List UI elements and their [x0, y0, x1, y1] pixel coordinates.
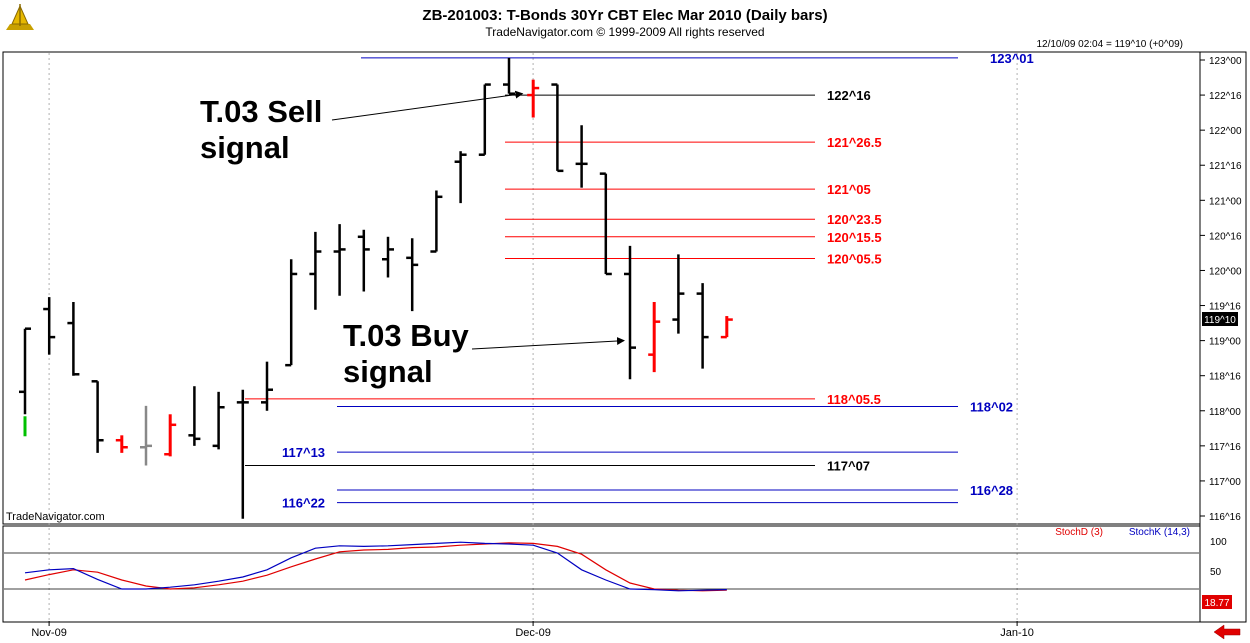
date-label: Dec-09 — [515, 627, 550, 639]
price-bar — [19, 327, 31, 437]
level-label: 118^05.5 — [827, 392, 881, 407]
price-bar — [261, 361, 273, 411]
price-bar — [624, 245, 636, 380]
level-label: 120^23.5 — [827, 212, 882, 227]
price-bar — [236, 389, 249, 519]
level-label: 123^01 — [990, 51, 1034, 66]
stoch-series-line — [24, 541, 727, 592]
stochastic-pane: 100 50 StochD (3) StochK (14,3) 18.77 — [4, 527, 1232, 609]
price-bar — [43, 297, 56, 355]
price-tick-label: 120^16 — [1209, 231, 1242, 242]
date-label: Nov-09 — [31, 627, 66, 639]
price-tick-label: 119^16 — [1209, 302, 1241, 313]
scroll-left-arrow-icon[interactable] — [1213, 624, 1241, 640]
price-readout: 12/10/09 02:04 = 119^10 (+0^09) — [1036, 39, 1183, 50]
price-bar — [454, 151, 467, 204]
level-lines: 123^01 122^16 121^26.5 121^05 120^23.5 120^15… — [245, 51, 1034, 511]
chart-title: ZB-201003: T-Bonds 30Yr CBT Elec Mar 201… — [422, 7, 827, 24]
price-bar — [406, 238, 419, 312]
price-axis-ticks: 123^00 122^16 122^00 121^16 121^00 120^16 120^… — [1200, 56, 1242, 523]
price-bar — [551, 83, 564, 173]
last-stoch-box — [1202, 595, 1232, 609]
last-price-label: 119^10 — [1204, 315, 1236, 326]
price-tick-label: 117^16 — [1209, 442, 1241, 453]
price-bar — [115, 435, 128, 453]
price-bar — [672, 254, 685, 334]
price-axis — [1199, 51, 1247, 623]
watermark: TradeNavigator.com — [6, 511, 105, 523]
price-tick-label: 122^00 — [1209, 126, 1242, 137]
price-tick-label: 120^00 — [1209, 266, 1242, 277]
price-tick-label: 117^00 — [1209, 477, 1241, 488]
date-label: Jan-10 — [1000, 627, 1034, 639]
price-tick-label: 122^16 — [1209, 91, 1242, 102]
price-bar — [140, 405, 152, 466]
legend-entry: StochK (14,3) — [1129, 527, 1190, 538]
price-tick-label: 118^16 — [1209, 372, 1241, 383]
price-tick-label: 121^16 — [1209, 161, 1242, 172]
price-bar — [212, 391, 225, 450]
price-bar — [164, 414, 177, 457]
last-price-box — [1202, 312, 1238, 326]
price-bar — [333, 224, 346, 296]
price-bar — [599, 172, 612, 276]
price-bar — [382, 236, 394, 278]
price-bar — [430, 190, 443, 253]
level-label: 121^05 — [827, 182, 871, 197]
price-bar — [575, 125, 588, 188]
price-bar — [648, 302, 661, 373]
level-label: 117^07 — [827, 458, 870, 473]
price-tick-label: 118^00 — [1209, 407, 1241, 418]
logo-icon — [6, 4, 34, 30]
price-bar — [503, 57, 515, 95]
price-bar — [357, 229, 370, 292]
last-stoch-label: 18.77 — [1204, 598, 1229, 609]
price-tick-label: 121^00 — [1209, 196, 1242, 207]
price-bar — [309, 231, 322, 310]
annotation-arrow — [331, 90, 524, 121]
indicator-pane — [2, 525, 1201, 623]
level-label: 116^22 — [282, 496, 325, 511]
date-axis: Nov-09 Dec-09 Jan-10 — [31, 621, 1034, 639]
level-label: 120^15.5 — [827, 230, 882, 245]
price-bar — [696, 283, 709, 369]
chart-subtitle: TradeNavigator.com © 1999-2009 All right… — [485, 25, 764, 39]
price-pane — [2, 51, 1201, 525]
price-bar — [720, 316, 733, 339]
annotation-text: T.03 Buy — [343, 318, 470, 353]
price-bar — [91, 380, 104, 453]
price-tick-label: 119^00 — [1209, 337, 1241, 348]
level-label: 121^26.5 — [827, 135, 882, 150]
level-label: 122^16 — [827, 88, 871, 103]
stoch-tick-label: 50 — [1210, 567, 1222, 578]
annotation-text: signal — [200, 130, 290, 165]
price-bar — [285, 259, 298, 367]
annotation-text: T.03 Sell — [200, 94, 322, 129]
level-label: 117^13 — [282, 445, 325, 460]
level-label: 120^05.5 — [827, 252, 882, 267]
annotation-arrow — [471, 337, 625, 350]
level-label: 116^28 — [970, 483, 1013, 498]
level-label: 118^02 — [970, 400, 1013, 415]
stoch-tick-label: 100 — [1210, 537, 1227, 548]
price-bar — [527, 79, 540, 118]
annotation-text: signal — [343, 354, 433, 389]
price-tick-label: 123^00 — [1209, 56, 1242, 67]
stoch-series-line — [24, 542, 727, 592]
price-bar — [478, 83, 491, 156]
ohlc-bars — [19, 57, 733, 519]
price-bar — [67, 302, 80, 376]
price-bar — [188, 386, 201, 446]
price-tick-label: 116^16 — [1209, 512, 1241, 523]
legend-entry: StochD (3) — [1055, 527, 1103, 538]
